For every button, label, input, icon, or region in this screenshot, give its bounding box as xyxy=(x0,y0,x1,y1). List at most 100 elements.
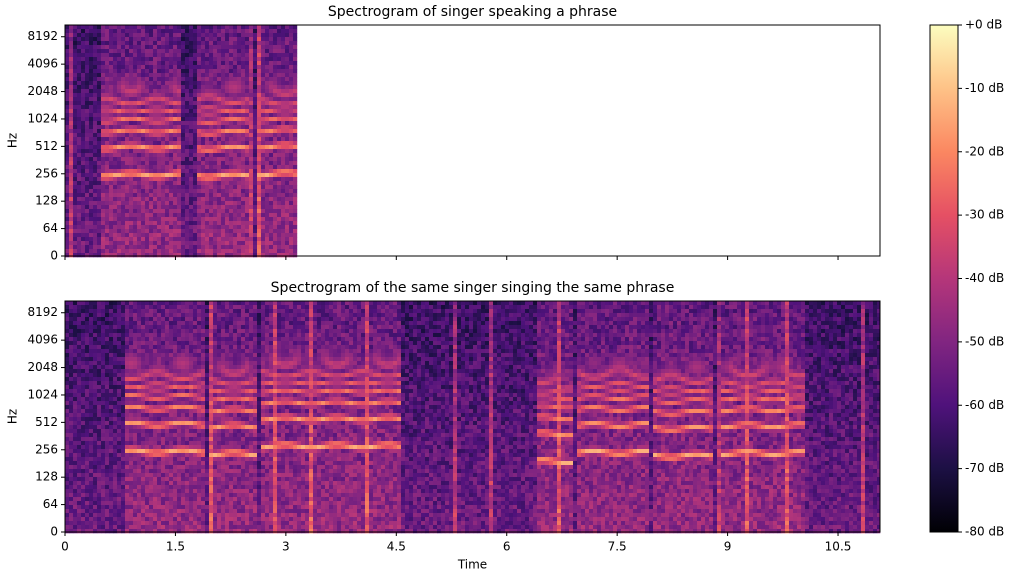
spectrogram-cell xyxy=(221,245,225,249)
spectrogram-cell xyxy=(141,221,145,225)
spectrogram-cell xyxy=(73,57,77,61)
spectrogram-cell xyxy=(205,225,209,229)
spectrogram-cell xyxy=(77,365,81,369)
spectrogram-cell xyxy=(97,113,101,117)
spectrogram-cell xyxy=(113,421,117,425)
spectrogram-cell xyxy=(85,301,89,305)
spectrogram-cell xyxy=(137,481,141,485)
spectrogram-cell xyxy=(289,133,293,137)
spectrogram-cell xyxy=(113,497,117,501)
spectrogram-cell xyxy=(141,341,145,345)
spectrogram-cell xyxy=(173,313,177,317)
spectrogram-cell xyxy=(125,109,129,113)
spectrogram-cell xyxy=(285,221,289,225)
spectrogram-cell xyxy=(93,401,97,405)
spectrogram-cell xyxy=(97,45,101,49)
spectrogram-cell xyxy=(113,245,117,249)
spectrogram-cell xyxy=(273,209,277,213)
spectrogram-cell xyxy=(81,241,85,245)
spectrogram-cell xyxy=(93,513,97,517)
spectrogram-cell xyxy=(165,81,169,85)
spectrogram-cell xyxy=(245,185,249,189)
spectrogram-cell xyxy=(253,225,257,229)
spectrogram-cell xyxy=(93,129,97,133)
spectrogram-cell xyxy=(157,101,161,105)
spectrogram-cell xyxy=(129,109,133,113)
spectrogram-cell xyxy=(197,221,201,225)
spectrogram-cell xyxy=(101,353,105,357)
spectrogram-cell xyxy=(93,89,97,93)
spectrogram-cell xyxy=(85,457,89,461)
spectrogram-cell xyxy=(205,177,209,181)
spectrogram-cell xyxy=(85,209,89,213)
spectrogram-cell xyxy=(101,313,105,317)
spectrogram-cell xyxy=(109,177,113,181)
spectrogram-cell xyxy=(85,361,89,365)
spectrogram-cell xyxy=(177,69,181,73)
spectrogram-cell xyxy=(125,97,129,101)
spectrogram-cell xyxy=(273,101,277,105)
spectrogram-cell xyxy=(125,49,129,53)
spectrogram-cell xyxy=(181,237,185,241)
spectrogram-cell xyxy=(169,437,173,441)
spectrogram-cell xyxy=(85,401,89,405)
spectrogram-cell xyxy=(173,185,177,189)
spectrogram-cell xyxy=(77,429,81,433)
spectrogram-cell xyxy=(217,45,221,49)
spectrogram-cell xyxy=(153,469,157,473)
spectrogram-cell xyxy=(145,329,149,333)
spectrogram-cell xyxy=(281,241,285,245)
spectrogram-cell xyxy=(265,141,269,145)
spectrogram-cell xyxy=(141,37,145,41)
spectrogram-cell xyxy=(81,333,85,337)
spectrogram-cell xyxy=(289,233,293,237)
spectrogram-cell xyxy=(153,417,157,421)
spectrogram-cell xyxy=(233,177,237,181)
spectrogram-cell xyxy=(145,129,149,133)
spectrogram-cell xyxy=(285,141,289,145)
spectrogram-cell xyxy=(157,37,161,41)
spectrogram-cell xyxy=(65,405,69,409)
spectrogram-cell xyxy=(125,253,129,257)
spectrogram-cell xyxy=(169,37,173,41)
spectrogram-cell xyxy=(197,93,201,97)
spectrogram-cell xyxy=(197,61,201,65)
spectrogram-cell xyxy=(109,417,113,421)
spectrogram-cell xyxy=(209,117,213,121)
spectrogram-cell xyxy=(169,481,173,485)
spectrogram-cell xyxy=(169,149,173,153)
spectrogram-cell xyxy=(253,25,257,29)
spectrogram-cell xyxy=(73,105,77,109)
spectrogram-cell xyxy=(181,201,185,205)
spectrogram-cell xyxy=(157,89,161,93)
spectrogram-cell xyxy=(89,165,93,169)
spectrogram-cell xyxy=(205,125,209,129)
spectrogram-cell xyxy=(289,201,293,205)
spectrogram-cell xyxy=(237,177,241,181)
spectrogram-cell xyxy=(165,453,169,457)
spectrogram-cell xyxy=(121,445,125,449)
spectrogram-cell xyxy=(145,305,149,309)
spectrogram-cell xyxy=(125,81,129,85)
spectrogram-cell xyxy=(81,373,85,377)
spectrogram-cell xyxy=(281,161,285,165)
spectrogram-cell xyxy=(121,333,125,337)
spectrogram-cell xyxy=(125,365,129,369)
spectrogram-cell xyxy=(261,25,265,29)
spectrogram-cell xyxy=(257,233,261,237)
spectrogram-cell xyxy=(189,217,193,221)
spectrogram-cell xyxy=(141,29,145,33)
spectrogram-cell xyxy=(169,477,173,481)
spectrogram-cell xyxy=(161,173,165,177)
spectrogram-cell xyxy=(273,25,277,29)
spectrogram-cell xyxy=(81,357,85,361)
spectrogram-cell xyxy=(161,369,165,373)
spectrogram-cell xyxy=(133,413,137,417)
spectrogram-cell xyxy=(89,65,93,69)
spectrogram-cell xyxy=(121,153,125,157)
spectrogram-cell xyxy=(89,445,93,449)
spectrogram-cell xyxy=(117,201,121,205)
spectrogram-cell xyxy=(121,45,125,49)
spectrogram-cell xyxy=(181,241,185,245)
spectrogram-cell xyxy=(109,225,113,229)
